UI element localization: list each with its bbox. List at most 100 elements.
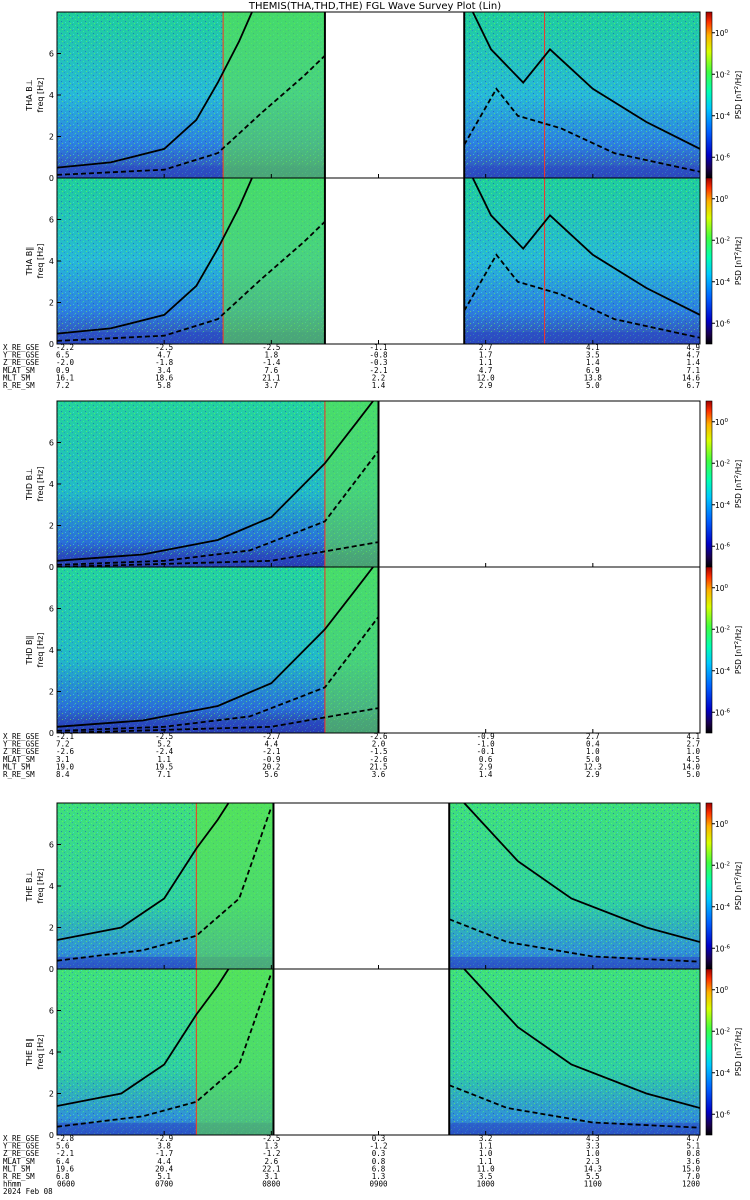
ephemeris-value: 21.5 (369, 762, 387, 771)
ephemeris-value: 6.4 (56, 1157, 70, 1166)
ephemeris-value: -2.4 (155, 747, 174, 756)
colorbar-label-part: /Hz] (734, 862, 743, 877)
plot-title: THEMIS(THA,THD,THE) FGL Wave Survey Plot… (248, 1, 502, 12)
time-tick-label: 0700 (155, 1180, 174, 1189)
colorbar-label-sup: 2 (734, 252, 740, 256)
colorbar-tick-label: 10-4 (715, 112, 731, 121)
panel-label-symbol: ⊥ (25, 79, 34, 86)
colorbar-tick-base: 10 (715, 903, 725, 912)
colorbar-tick-label: 100 (715, 29, 729, 38)
data-gap (378, 567, 700, 733)
colorbar-label-sup: 2 (734, 475, 740, 479)
enhanced-region (223, 178, 325, 344)
freq-tick-label: 6 (49, 439, 54, 448)
freq-tick-label: 2 (49, 1090, 54, 1099)
ephemeris-value: 13.8 (584, 373, 603, 382)
colorbar-tick-base: 10 (715, 667, 725, 676)
freq-tick-label: 0 (49, 965, 54, 974)
ephemeris-table: X_RE_GSE -2.2 -2.5 -2.5 -1.1 2.7 4.1 4.9 Y_RE_GS… (3, 343, 700, 390)
colorbar-tick-label: 100 (715, 584, 729, 593)
ephemeris-value: -2.1 (56, 1149, 74, 1158)
solid-curve (57, 803, 230, 941)
colorbar-gradient (705, 968, 713, 1136)
ephemeris-value: -2.8 (56, 1134, 75, 1143)
ephemeris-value: 1.4 (479, 770, 493, 779)
ephemeris-value: 2.7 (586, 732, 600, 741)
colorbar-label-part: PSD [nT (734, 89, 743, 119)
freq-tick-label: 0 (49, 340, 54, 349)
ephemeris-value: 3.7 (265, 381, 279, 390)
freq-axis-label: freq [Hz] (36, 1035, 45, 1070)
colorbar-tick-base: 10 (715, 1027, 725, 1036)
ephemeris-value: 5.5 (586, 1172, 600, 1181)
freq-tick-label: 4 (49, 91, 54, 100)
ephemeris-value: 5.6 (56, 1142, 70, 1151)
colorbar-label: PSD [nT2/Hz] (734, 862, 743, 910)
ephemeris-value: 5.8 (157, 381, 171, 390)
colorbar-tick-exponent: -6 (725, 319, 731, 325)
ephemeris-value: -1.2 (262, 1149, 280, 1158)
colorbar-tick-exponent: -2 (725, 625, 730, 631)
dashed-curve (463, 253, 700, 339)
ephemeris-value: -2.1 (262, 747, 280, 756)
ephemeris-label: Z_RE_GSE (3, 1149, 40, 1158)
colorbar-tick-exponent: -6 (725, 1110, 731, 1116)
colorbar-tick-exponent: -2 (725, 861, 730, 867)
ephemeris-value: 7.6 (265, 366, 279, 375)
ephemeris-value: 4.5 (686, 755, 700, 764)
panel-label-base: THA B (25, 86, 34, 111)
freq-tick-label: 2 (49, 299, 54, 308)
solid-curve (57, 567, 374, 728)
time-tick-label: 1100 (584, 1180, 603, 1189)
freq-axis-label: freq [Hz] (36, 633, 45, 668)
freq-axis-label: freq [Hz] (36, 78, 45, 113)
colorbar-tick-base: 10 (715, 153, 725, 162)
ephemeris-value: 14.3 (584, 1164, 602, 1173)
ephemeris-label: X_RE_GSE (3, 1134, 40, 1143)
colorbar-gradient (705, 400, 713, 568)
ephemeris-value: -2.1 (369, 366, 387, 375)
colorbar-tick-base: 10 (715, 1069, 725, 1078)
solid-curve (57, 401, 374, 562)
ephemeris-table: X_RE_GSE -2.8 -2.9 -2.5 0.3 3.2 4.3 4.7 Y_RE_GSE… (3, 1134, 700, 1181)
colorbar-label: PSD [nT2/Hz] (734, 460, 743, 508)
solid-curve (57, 969, 230, 1107)
solid-curve (57, 178, 253, 335)
colorbar-label: PSD [nT2/Hz] (734, 71, 743, 119)
colorbar-label-part: /Hz] (734, 626, 743, 641)
ephemeris-value: 19.6 (56, 1164, 75, 1173)
ephemeris-value: 1.0 (586, 747, 600, 756)
ephemeris-value: 1.4 (372, 381, 386, 390)
colorbar-tick-base: 10 (715, 418, 725, 427)
colorbar-tick-base: 10 (715, 584, 725, 593)
ephemeris-value: 3.8 (157, 1142, 171, 1151)
dashed-curve (57, 616, 380, 732)
date-label: 2024 Feb 08 (3, 1187, 53, 1196)
ephemeris-value: 2.7 (686, 740, 700, 749)
colorbar-label-part: /Hz] (734, 1028, 743, 1043)
ephemeris-value: -0.8 (369, 351, 388, 360)
ephemeris-value: 0.4 (586, 740, 600, 749)
dashed-curve (57, 220, 326, 342)
ephemeris-value: 5.1 (157, 1172, 171, 1181)
ephemeris-value: 18.6 (155, 373, 174, 382)
panel-label-base: THE B (25, 877, 34, 902)
panel-label-base: THE B (25, 1042, 34, 1067)
ephemeris-value: -1.0 (477, 740, 496, 749)
colorbar-tick-base: 10 (715, 195, 725, 204)
panel-label-base: THA B (25, 251, 34, 276)
colorbar-tick-label: 100 (715, 820, 729, 829)
colorbar-tick-label: 100 (715, 195, 729, 204)
panel-label: THA B∥ (25, 247, 34, 276)
time-tick-label: 0800 (262, 1180, 281, 1189)
colorbar-tick-exponent: -2 (725, 236, 730, 242)
colorbar-tick-exponent: -4 (725, 1069, 731, 1075)
ephemeris-value: 3.1 (265, 1172, 279, 1181)
enhanced-region (324, 567, 379, 733)
colorbar-tick-base: 10 (715, 501, 725, 510)
colorbar-tick-exponent: -6 (725, 944, 731, 950)
